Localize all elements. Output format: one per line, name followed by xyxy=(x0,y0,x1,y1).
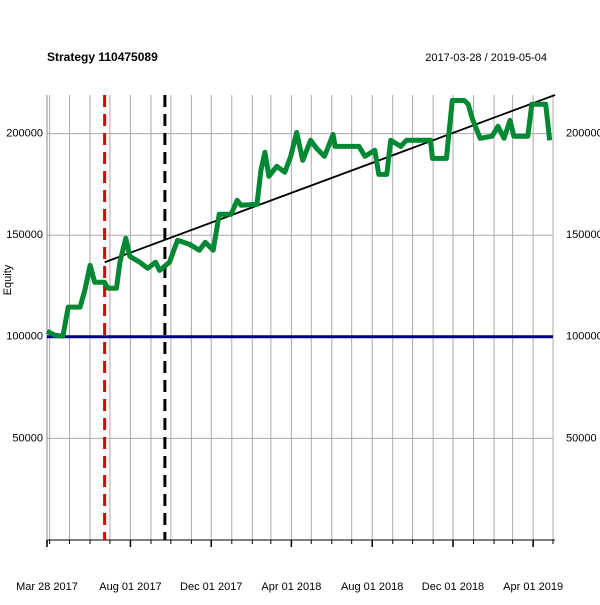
x-tick-label: Mar 28 2017 xyxy=(16,581,78,593)
x-tick-label: Aug 01 2017 xyxy=(99,581,161,593)
y2-tick-label: 200000 xyxy=(566,128,600,140)
x-tick-label: Apr 01 2019 xyxy=(503,581,563,593)
y-tick-label: 150000 xyxy=(6,229,43,241)
y-axis-label: Equity xyxy=(2,264,14,295)
equity-line xyxy=(45,98,553,339)
y-tick-label: 200000 xyxy=(6,128,43,140)
x-tick-label: Aug 01 2018 xyxy=(341,581,403,593)
trend-line xyxy=(104,94,556,264)
y2-tick-label: 150000 xyxy=(566,229,600,241)
x-tick-label: Dec 01 2017 xyxy=(180,581,242,593)
x-tick-label: Dec 01 2018 xyxy=(422,581,484,593)
y-tick-label: 100000 xyxy=(6,331,43,343)
x-tick-label: Apr 01 2018 xyxy=(261,581,321,593)
y-tick-label: 50000 xyxy=(12,432,43,444)
chart-subtitle: 2017-03-28 / 2019-05-04 xyxy=(425,52,547,64)
y2-tick-label: 100000 xyxy=(566,331,600,343)
chart-title: Strategy 110475089 xyxy=(47,50,158,64)
y2-tick-label: 50000 xyxy=(566,432,597,444)
